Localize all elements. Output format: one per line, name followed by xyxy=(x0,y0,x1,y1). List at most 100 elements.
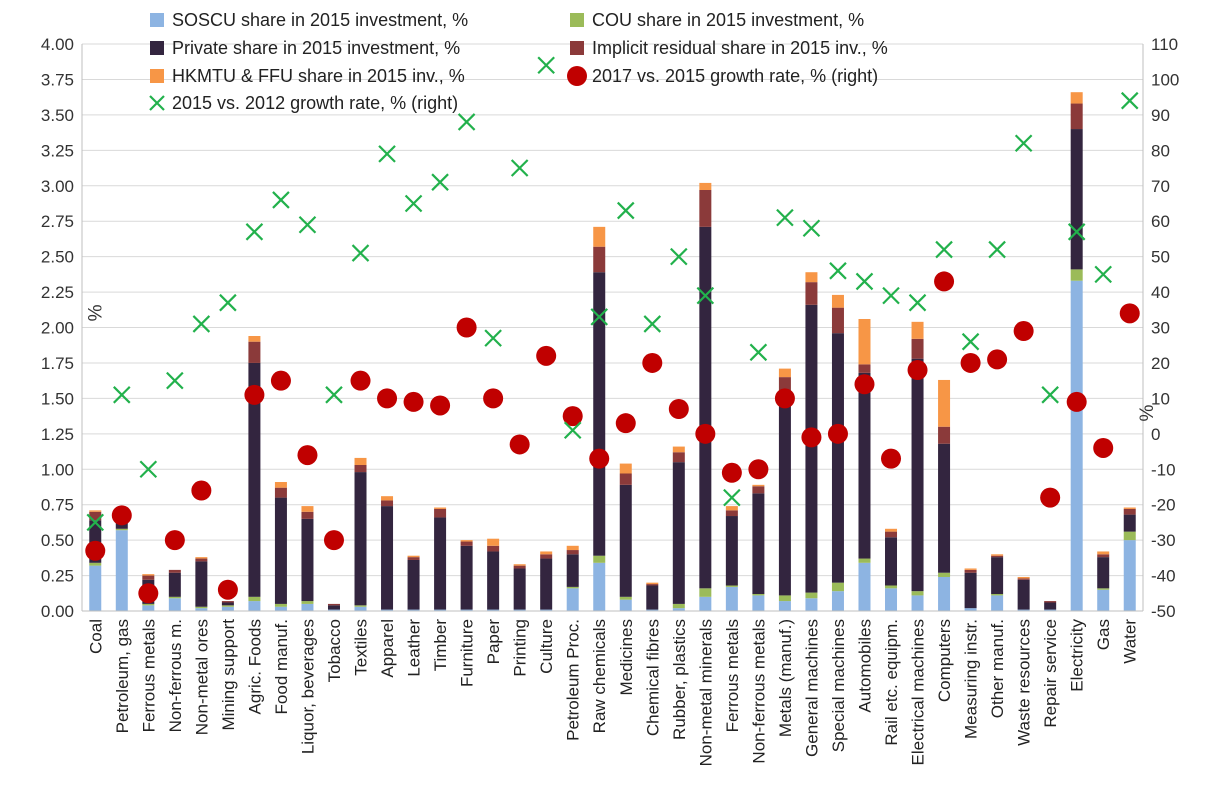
bar-segment xyxy=(911,358,924,592)
bar-segment xyxy=(646,584,659,586)
bar-segment xyxy=(885,588,898,611)
growth-2015-point xyxy=(643,315,662,333)
bar-segment xyxy=(778,368,791,378)
growth-2015-point xyxy=(802,219,821,238)
bar-segment xyxy=(487,538,500,546)
growth-2017-point xyxy=(881,448,902,469)
legend-entry: SOSCU share in 2015 investment, % xyxy=(172,10,468,30)
bar-segment xyxy=(593,555,606,563)
growth-2017-point xyxy=(138,583,159,604)
bar-segment xyxy=(646,609,659,611)
bar-segment xyxy=(831,294,844,308)
bar-segment xyxy=(752,595,765,611)
y-left-tick-label: 1.25 xyxy=(41,425,74,444)
bar-segment xyxy=(938,379,951,427)
bar-segment xyxy=(885,528,898,532)
x-tick-label: Agric. Foods xyxy=(245,619,264,714)
bar-segment xyxy=(805,282,818,305)
bar-segment xyxy=(831,333,844,583)
x-tick-label: Non-metal ores xyxy=(192,619,211,735)
bar-segment xyxy=(619,596,632,600)
bar-segment xyxy=(1044,609,1057,611)
growth-2015-point xyxy=(351,244,370,262)
x-tick-label: Repair service xyxy=(1041,619,1060,728)
bar-segment xyxy=(274,497,287,604)
bar-segment xyxy=(593,226,606,247)
bar-segment xyxy=(327,609,340,611)
bar-segment xyxy=(725,585,738,587)
bar-segment xyxy=(672,452,685,463)
bar-segment xyxy=(831,307,844,334)
bar-segment xyxy=(460,541,473,546)
legend-entry: HKMTU & FFU share in 2015 inv., % xyxy=(172,66,465,86)
x-tick-label: Paper xyxy=(484,619,503,665)
x-tick-label: Chemical fibres xyxy=(643,619,662,736)
x-tick-label: Metals (manuf.) xyxy=(776,619,795,737)
x-tick-label: Mining support xyxy=(219,619,238,731)
x-tick-label: Coal xyxy=(86,619,105,654)
bar-segment xyxy=(938,576,951,611)
bar-segment xyxy=(964,572,977,609)
bar-segment xyxy=(142,605,155,611)
bar-segment xyxy=(725,506,738,511)
legend-entry: 2017 vs. 2015 growth rate, % (right) xyxy=(592,66,878,86)
bar-segment xyxy=(1017,578,1030,580)
growth-2015-point xyxy=(935,240,953,259)
bar-segment xyxy=(195,558,208,562)
bar-segment xyxy=(566,588,579,611)
growth-2015-point xyxy=(192,315,211,333)
growth-2015-point xyxy=(616,201,635,220)
bar-segment xyxy=(593,246,606,273)
x-tick-label: Medicines xyxy=(617,619,636,696)
bar-segment xyxy=(248,601,261,611)
bar-segment xyxy=(248,596,261,602)
legend: SOSCU share in 2015 investment, % COU sha… xyxy=(149,10,888,113)
y-left-tick-label: 0.75 xyxy=(41,496,74,515)
y-left-tick-label: 0.25 xyxy=(41,567,74,586)
bar-segment xyxy=(991,557,1004,594)
bar-segment xyxy=(168,598,181,611)
growth-2015-point xyxy=(563,421,582,440)
bar-segment xyxy=(327,605,340,610)
y-right-tick-label: 20 xyxy=(1151,354,1170,373)
growth-2017-point xyxy=(615,413,636,434)
y-left-tick-label: 0.00 xyxy=(41,602,74,621)
growth-2017-point xyxy=(350,370,371,391)
bar-segment xyxy=(672,446,685,453)
growth-2017-point xyxy=(562,406,583,427)
growth-2015-point xyxy=(1067,223,1086,241)
bar-segment xyxy=(1123,507,1136,509)
bar-segment xyxy=(1097,589,1110,611)
x-tick-label: Special machines xyxy=(829,619,848,752)
x-tick-label: Culture xyxy=(537,619,556,674)
bar-segment xyxy=(195,561,208,607)
bar-segment xyxy=(1017,609,1030,611)
bar-segment xyxy=(964,569,977,573)
bar-segment xyxy=(89,562,102,566)
bar-segment xyxy=(142,603,155,606)
x-tick-label: Food manuf. xyxy=(272,619,291,714)
y-left-axis-label: % xyxy=(83,305,104,322)
bar-segment xyxy=(434,609,447,611)
growth-2017-point xyxy=(827,423,848,444)
bar-segment xyxy=(487,545,500,552)
bar-segment xyxy=(1070,103,1083,130)
bar-segment xyxy=(725,510,738,517)
bar-segment xyxy=(885,537,898,586)
bar-segment xyxy=(619,473,632,485)
bar-segment xyxy=(619,484,632,597)
growth-2017-point xyxy=(774,388,795,409)
growth-2015-point xyxy=(882,286,900,305)
bar-segment xyxy=(752,484,765,487)
y-left-tick-label: 0.50 xyxy=(41,531,74,550)
legend-swatch xyxy=(570,41,584,55)
y-left-tick-label: 3.25 xyxy=(41,141,74,160)
bar-segment xyxy=(1070,280,1083,611)
x-tick-label: Textiles xyxy=(352,619,371,676)
legend-entry: COU share in 2015 investment, % xyxy=(592,10,864,30)
growth-2017-point xyxy=(695,423,716,444)
legend-swatch xyxy=(150,41,164,55)
axes: 0.00 0.25 0.50 0.75 1.00 1.25 1.50 1.75 2.00 2.25… xyxy=(41,35,1179,766)
bar-segment xyxy=(274,603,287,607)
